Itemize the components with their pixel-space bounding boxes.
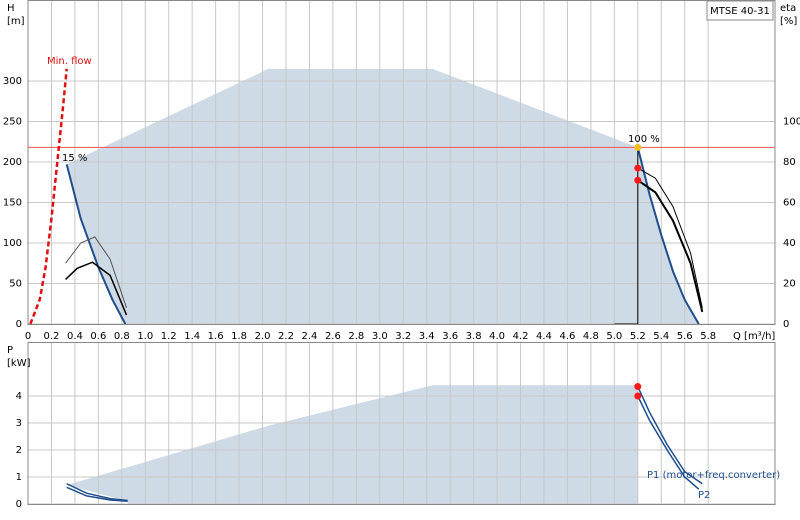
- y2-tick-label: 60: [783, 198, 796, 209]
- x-tick-label: 2.6: [325, 331, 341, 342]
- operating-point: [634, 383, 642, 391]
- y-tick-label: 2: [16, 445, 22, 456]
- y-tick-label: 300: [3, 76, 22, 87]
- annotation: P2: [698, 490, 710, 501]
- curve: [65, 236, 127, 308]
- operating-point: [634, 164, 642, 172]
- x-tick-label: 2.0: [255, 331, 271, 342]
- x-tick-label: 5.2: [630, 331, 646, 342]
- y2-axis-label: eta: [780, 3, 796, 14]
- y-tick-label: 200: [3, 157, 22, 168]
- x-tick-label: 1.6: [208, 331, 224, 342]
- curve: [637, 395, 700, 490]
- x-tick-label: 2.2: [278, 331, 294, 342]
- y-tick-label: 4: [16, 391, 22, 402]
- x-tick-label: 5.0: [606, 331, 622, 342]
- x-tick-label: 2.8: [348, 331, 364, 342]
- x-tick-label: 4.4: [536, 331, 552, 342]
- x-tick-label: 3.6: [442, 331, 458, 342]
- operating-point: [634, 176, 642, 184]
- curve: [637, 386, 703, 485]
- annotation: 100 %: [628, 134, 660, 145]
- y-tick-label: 3: [16, 418, 22, 429]
- curve: [29, 68, 68, 325]
- y2-axis-label: [%]: [780, 16, 797, 27]
- y-axis-label: H: [7, 3, 15, 14]
- curve: [65, 261, 128, 316]
- x-tick-label: 0.4: [67, 331, 83, 342]
- x-tick-label: 4.8: [583, 331, 599, 342]
- x-tick-label: 3.2: [395, 331, 411, 342]
- chart-title: MTSE 40-31: [710, 6, 770, 17]
- annotation: Min. flow: [47, 56, 92, 67]
- operating-range: [66, 68, 699, 324]
- y2-tick-label: 40: [783, 238, 796, 249]
- y2-tick-label: 20: [783, 279, 796, 290]
- plot-frame: [27, 342, 776, 505]
- x-tick-label: 0.2: [44, 331, 60, 342]
- x-tick-label: 4.6: [559, 331, 575, 342]
- x-tick-label: 0: [25, 331, 31, 342]
- y-tick-label: 0: [16, 319, 22, 330]
- operating-point: [634, 392, 642, 400]
- x-tick-label: 3.0: [372, 331, 388, 342]
- curve: [637, 179, 704, 313]
- y-tick-label: 250: [3, 117, 22, 128]
- annotation: P1 (motor+freq.converter): [647, 470, 780, 481]
- x-tick-label: 0.8: [114, 331, 130, 342]
- y-tick-label: 150: [3, 198, 22, 209]
- operating-point: [634, 143, 642, 151]
- x-tick-label: 4.0: [489, 331, 505, 342]
- x-tick-label: 1.4: [184, 331, 200, 342]
- x-tick-label: 2.4: [301, 331, 317, 342]
- y-axis-label: [m]: [7, 16, 25, 27]
- y-tick-label: 100: [3, 238, 22, 249]
- plot-frame: [27, 0, 776, 325]
- x-tick-label: 5.4: [653, 331, 669, 342]
- x-tick-label: 1.8: [231, 331, 247, 342]
- operating-range: [66, 385, 638, 504]
- y2-tick-label: 80: [783, 157, 796, 168]
- y-axis-label: P: [7, 345, 13, 356]
- y-axis-label: [kW]: [7, 358, 31, 369]
- x-tick-label: 1.0: [137, 331, 153, 342]
- curve: [66, 483, 128, 502]
- x-tick-label: 5.6: [677, 331, 693, 342]
- x-tick-label: 3.4: [419, 331, 435, 342]
- x-tick-label: 4.2: [513, 331, 529, 342]
- y-tick-label: 50: [9, 279, 22, 290]
- title-box: [706, 0, 774, 21]
- x-tick-label: 0.6: [90, 331, 106, 342]
- x-tick-label: 5.8: [700, 331, 716, 342]
- x-tick-label: 1.2: [161, 331, 177, 342]
- annotation: 15 %: [62, 153, 87, 164]
- x-axis-label: Q [m³/h]: [733, 331, 775, 342]
- y-tick-label: 0: [16, 499, 22, 510]
- x-tick-label: 3.8: [466, 331, 482, 342]
- y2-tick-label: 0: [783, 319, 789, 330]
- curve: [66, 486, 128, 503]
- curve: [637, 167, 703, 308]
- y-tick-label: 1: [16, 472, 22, 483]
- y2-tick-label: 100: [783, 117, 800, 128]
